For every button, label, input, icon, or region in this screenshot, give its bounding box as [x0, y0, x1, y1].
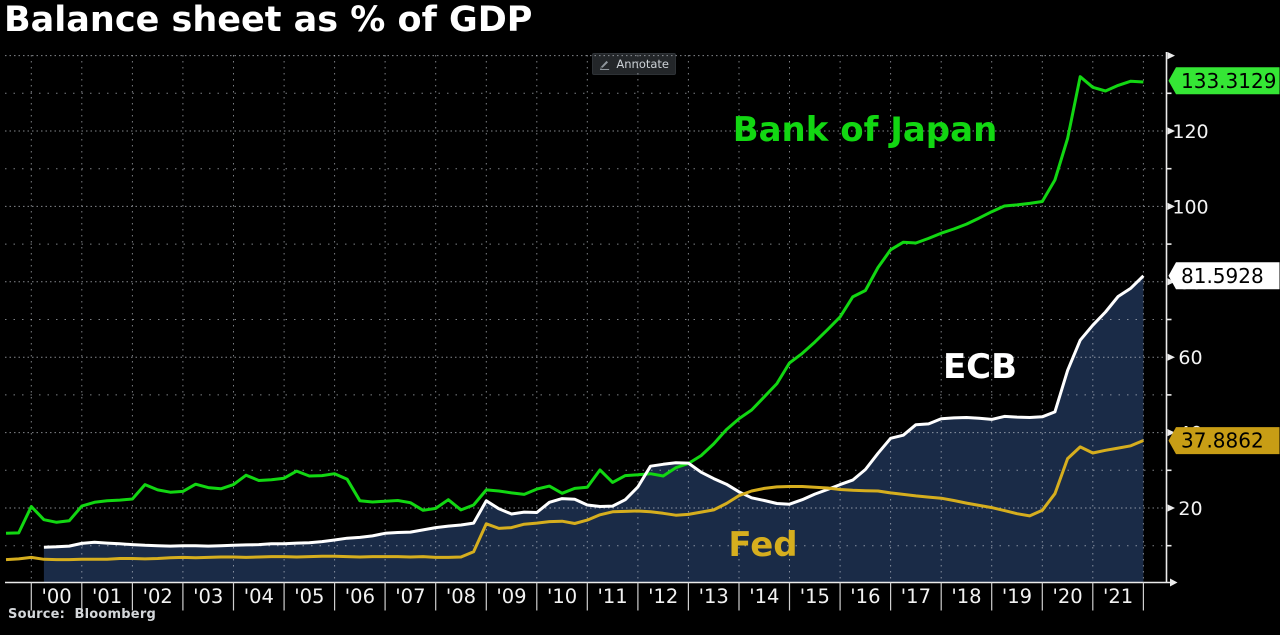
y-axis-label: 20 — [1178, 498, 1202, 520]
y-axis-tick-arrow — [1167, 127, 1175, 135]
x-axis-label: '07 — [395, 585, 425, 608]
y-axis-tick-arrow — [1167, 429, 1175, 437]
series-label-ecb: ECB — [943, 347, 1017, 387]
pencil-icon — [600, 60, 610, 70]
annotate-button-label: Annotate — [616, 57, 669, 71]
value-badge-text: 133.3129 — [1181, 69, 1276, 93]
x-axis-label: '08 — [446, 585, 476, 608]
value-badge-shape — [1168, 427, 1280, 455]
x-axis-label: '20 — [1053, 585, 1083, 608]
value-badge-text: 37.8862 — [1181, 429, 1264, 453]
page-title: Balance sheet as % of GDP — [4, 0, 533, 40]
x-axis-label: '00 — [42, 585, 72, 608]
y-axis: 20406080100120 — [1165, 52, 1209, 583]
x-axis-label: '09 — [496, 585, 526, 608]
y-axis-tick-arrow — [1167, 353, 1175, 361]
x-axis-label: '06 — [345, 585, 375, 608]
series-label-fed: Fed — [728, 525, 797, 565]
series-line-bank-of-japan — [5, 75, 1144, 535]
annotate-button[interactable]: Annotate — [592, 53, 676, 75]
x-axis-label: '10 — [547, 585, 577, 608]
y-axis-label: 120 — [1172, 121, 1208, 143]
x-axis: '00 '01 '02 '03 '04 '05 '06 '07 '08 '09 '10 '11 '12 '… — [5, 578, 1178, 611]
series-line-fed — [5, 439, 1144, 562]
x-axis-label: '19 — [1002, 585, 1032, 608]
x-axis-label: '11 — [598, 585, 628, 608]
series-line-ecb — [43, 274, 1145, 549]
x-axis-label: '05 — [294, 585, 324, 608]
y-axis-tick-arrow — [1167, 52, 1175, 60]
x-axis-label: '17 — [901, 585, 931, 608]
x-axis-arrow — [1170, 578, 1178, 587]
x-axis-label: '12 — [648, 585, 678, 608]
source-attribution: Source: Bloomberg — [8, 607, 156, 622]
value-badge-fed: 37.8862 — [1168, 427, 1280, 455]
value-badge-shape — [1168, 67, 1280, 95]
x-axis-label: '21 — [1103, 585, 1133, 608]
x-axis-label: '16 — [850, 585, 880, 608]
y-axis-label: 100 — [1172, 196, 1208, 218]
x-axis-label: '14 — [749, 585, 779, 608]
y-axis-tick-arrow — [1167, 202, 1175, 210]
x-axis-label: '15 — [800, 585, 830, 608]
gridlines — [5, 55, 1167, 583]
value-badge-ecb: 81.5928 — [1168, 262, 1280, 290]
value-badge-text: 81.5928 — [1181, 264, 1264, 288]
value-badge-shape — [1168, 262, 1280, 290]
x-axis-label: '02 — [143, 585, 173, 608]
x-axis-label: '03 — [193, 585, 223, 608]
ecb-area-fill — [43, 275, 1144, 583]
y-axis-label: 60 — [1178, 347, 1202, 369]
y-axis-tick-arrow — [1167, 278, 1175, 286]
x-axis-label: '18 — [951, 585, 981, 608]
x-axis-label: '01 — [92, 585, 122, 608]
x-axis-label: '13 — [699, 585, 729, 608]
series-label-bank-of-japan: Bank of Japan — [733, 110, 998, 150]
value-badge-bank-of-japan: 133.3129 — [1168, 67, 1280, 95]
y-axis-tick-arrow — [1167, 504, 1175, 512]
x-axis-label: '04 — [244, 585, 274, 608]
